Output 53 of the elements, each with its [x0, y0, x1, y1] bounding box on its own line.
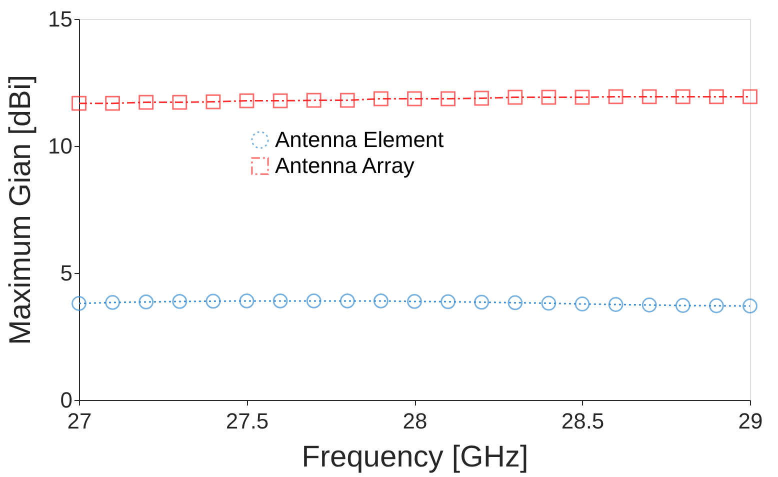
point — [642, 298, 657, 312]
point — [373, 91, 388, 106]
y-axis-title: Maximum Gian [dBi] — [4, 74, 38, 346]
x-tick-label: 28.5 — [561, 408, 604, 434]
y-tick-label: 10 — [48, 134, 72, 158]
point — [474, 294, 490, 310]
point — [541, 296, 556, 311]
point — [440, 91, 456, 106]
point — [608, 89, 624, 104]
point — [642, 89, 657, 104]
point — [708, 298, 724, 314]
point — [508, 90, 523, 105]
point — [373, 293, 388, 308]
legend-label: Antenna Element — [275, 127, 444, 152]
point — [508, 295, 523, 310]
point — [407, 294, 422, 309]
point — [440, 294, 456, 310]
point — [675, 89, 690, 104]
point — [206, 94, 221, 110]
point — [72, 296, 86, 311]
point — [306, 293, 322, 308]
point — [105, 295, 120, 310]
point — [172, 94, 188, 110]
point — [239, 93, 254, 108]
point — [742, 298, 758, 314]
point — [675, 298, 690, 313]
point — [138, 94, 154, 110]
point — [574, 296, 590, 312]
point — [541, 90, 556, 105]
point — [574, 90, 590, 105]
point — [340, 293, 355, 308]
point — [608, 297, 624, 312]
point — [206, 294, 221, 309]
y-tick-label: 5 — [60, 260, 72, 286]
point — [72, 96, 86, 111]
x-tick-label: 29 — [738, 408, 763, 434]
point — [474, 90, 490, 106]
point — [407, 91, 422, 106]
point — [742, 89, 758, 104]
x-axis-title: Frequency [GHz] — [302, 440, 528, 474]
x-tick-label: 27.5 — [226, 408, 269, 434]
point — [272, 93, 288, 108]
point — [340, 92, 355, 108]
point — [105, 96, 120, 111]
legend-label: Antenna Array — [275, 153, 414, 178]
point — [138, 294, 154, 310]
point — [239, 293, 254, 308]
y-tick-label: 15 — [48, 6, 72, 32]
point — [272, 293, 288, 308]
point — [708, 89, 724, 104]
point — [306, 92, 322, 108]
point — [172, 294, 188, 309]
x-tick-label: 28 — [402, 408, 428, 434]
